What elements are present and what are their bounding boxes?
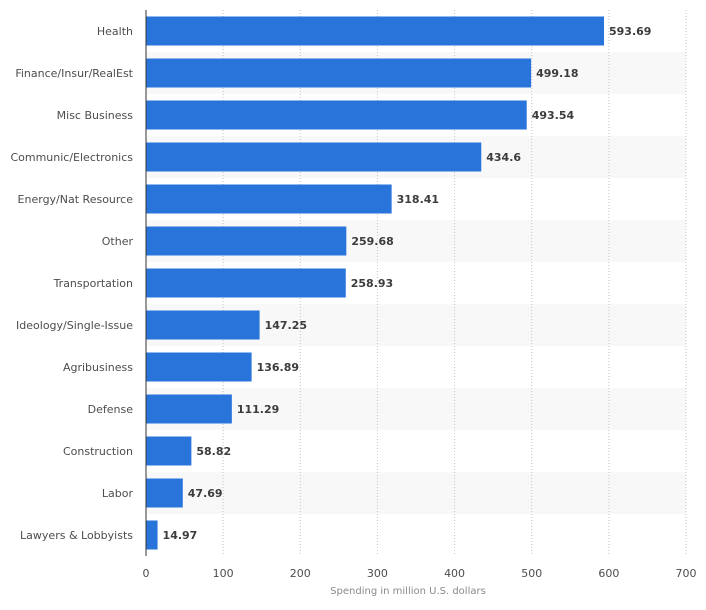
category-label: Finance/Insur/RealEst (15, 67, 133, 80)
category-label: Transportation (53, 277, 133, 290)
row-band (146, 472, 686, 514)
value-label: 111.29 (237, 403, 279, 416)
value-label: 593.69 (609, 25, 651, 38)
value-label: 493.54 (532, 109, 575, 122)
bar[interactable] (146, 226, 347, 256)
category-label: Construction (63, 445, 133, 458)
category-label: Misc Business (57, 109, 134, 122)
category-label: Defense (88, 403, 134, 416)
category-label: Other (102, 235, 134, 248)
bar[interactable] (146, 520, 158, 550)
value-label: 499.18 (536, 67, 578, 80)
category-label: Communic/Electronics (10, 151, 133, 164)
category-label: Health (97, 25, 133, 38)
category-label: Agribusiness (63, 361, 133, 374)
row-bands (146, 52, 686, 514)
value-label: 47.69 (188, 487, 223, 500)
value-label: 259.68 (351, 235, 393, 248)
x-tick-label: 700 (676, 567, 697, 580)
x-tick-label: 0 (143, 567, 150, 580)
category-label: Ideology/Single-Issue (16, 319, 133, 332)
category-label: Lawyers & Lobbyists (20, 529, 133, 542)
category-labels: Health Finance/Insur/RealEst Misc Business… (10, 25, 133, 542)
x-tick-label: 400 (444, 567, 465, 580)
bar[interactable] (146, 436, 192, 466)
bar[interactable] (146, 478, 183, 508)
x-axis-title: Spending in million U.S. dollars (330, 586, 486, 597)
value-label: 258.93 (351, 277, 393, 290)
category-label: Energy/Nat Resource (18, 193, 134, 206)
bars (146, 16, 604, 550)
bar[interactable] (146, 16, 604, 46)
x-tick-label: 500 (521, 567, 542, 580)
x-tick-label: 100 (213, 567, 234, 580)
value-label: 14.97 (163, 529, 198, 542)
category-label: Labor (102, 487, 134, 500)
row-band (146, 388, 686, 430)
bar[interactable] (146, 58, 532, 88)
bar[interactable] (146, 310, 260, 340)
bar[interactable] (146, 352, 252, 382)
x-tick-labels: 0 100 200 300 400 500 600 700 (143, 567, 697, 580)
value-label: 434.6 (486, 151, 521, 164)
value-label: 58.82 (196, 445, 231, 458)
bar[interactable] (146, 142, 482, 172)
value-label: 147.25 (265, 319, 307, 332)
bar[interactable] (146, 268, 346, 298)
value-labels: 593.69 499.18 493.54 434.6 318.41 259.68 258.9… (163, 25, 652, 542)
bar[interactable] (146, 184, 392, 214)
x-tick-label: 200 (290, 567, 311, 580)
x-tick-label: 300 (367, 567, 388, 580)
bar[interactable] (146, 100, 527, 130)
bar[interactable] (146, 394, 232, 424)
value-label: 318.41 (397, 193, 439, 206)
value-label: 136.89 (257, 361, 299, 374)
x-tick-label: 600 (598, 567, 619, 580)
